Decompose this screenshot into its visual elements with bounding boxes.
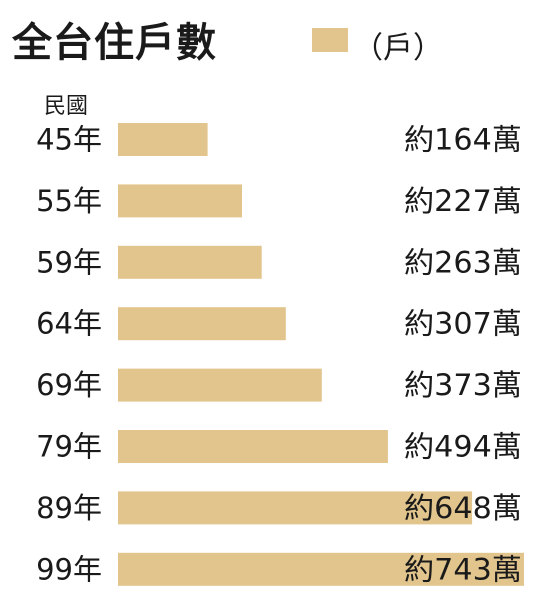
- legend-swatch: [312, 28, 348, 52]
- value-label: 約263萬: [404, 245, 522, 279]
- category-axis-label: 民國: [44, 94, 89, 119]
- bar: [118, 245, 262, 279]
- category-label: 89年: [36, 491, 102, 525]
- chart-title: 全台住戶數: [12, 20, 217, 66]
- bar: [118, 430, 388, 463]
- category-label: 69年: [36, 368, 102, 402]
- value-label: 約743萬: [404, 552, 522, 586]
- category-label: 55年: [36, 184, 102, 218]
- bar: [118, 184, 242, 218]
- legend-label: （戶）: [353, 31, 443, 66]
- category-label: 45年: [36, 123, 102, 157]
- category-label: 99年: [36, 552, 102, 586]
- value-label: 約307萬: [404, 307, 522, 341]
- value-label: 約373萬: [404, 368, 522, 402]
- category-label: 64年: [36, 307, 102, 341]
- bar: [118, 552, 524, 586]
- value-label: 約164萬: [404, 123, 522, 157]
- value-label: 約494萬: [404, 430, 522, 464]
- value-label: 約648萬: [404, 491, 522, 525]
- category-label: 59年: [36, 245, 102, 279]
- bar: [118, 491, 473, 525]
- value-label: 約227萬: [404, 184, 522, 218]
- category-label: 79年: [36, 430, 102, 464]
- bar: [118, 123, 208, 156]
- bar: [118, 307, 286, 341]
- bar: [118, 368, 322, 402]
